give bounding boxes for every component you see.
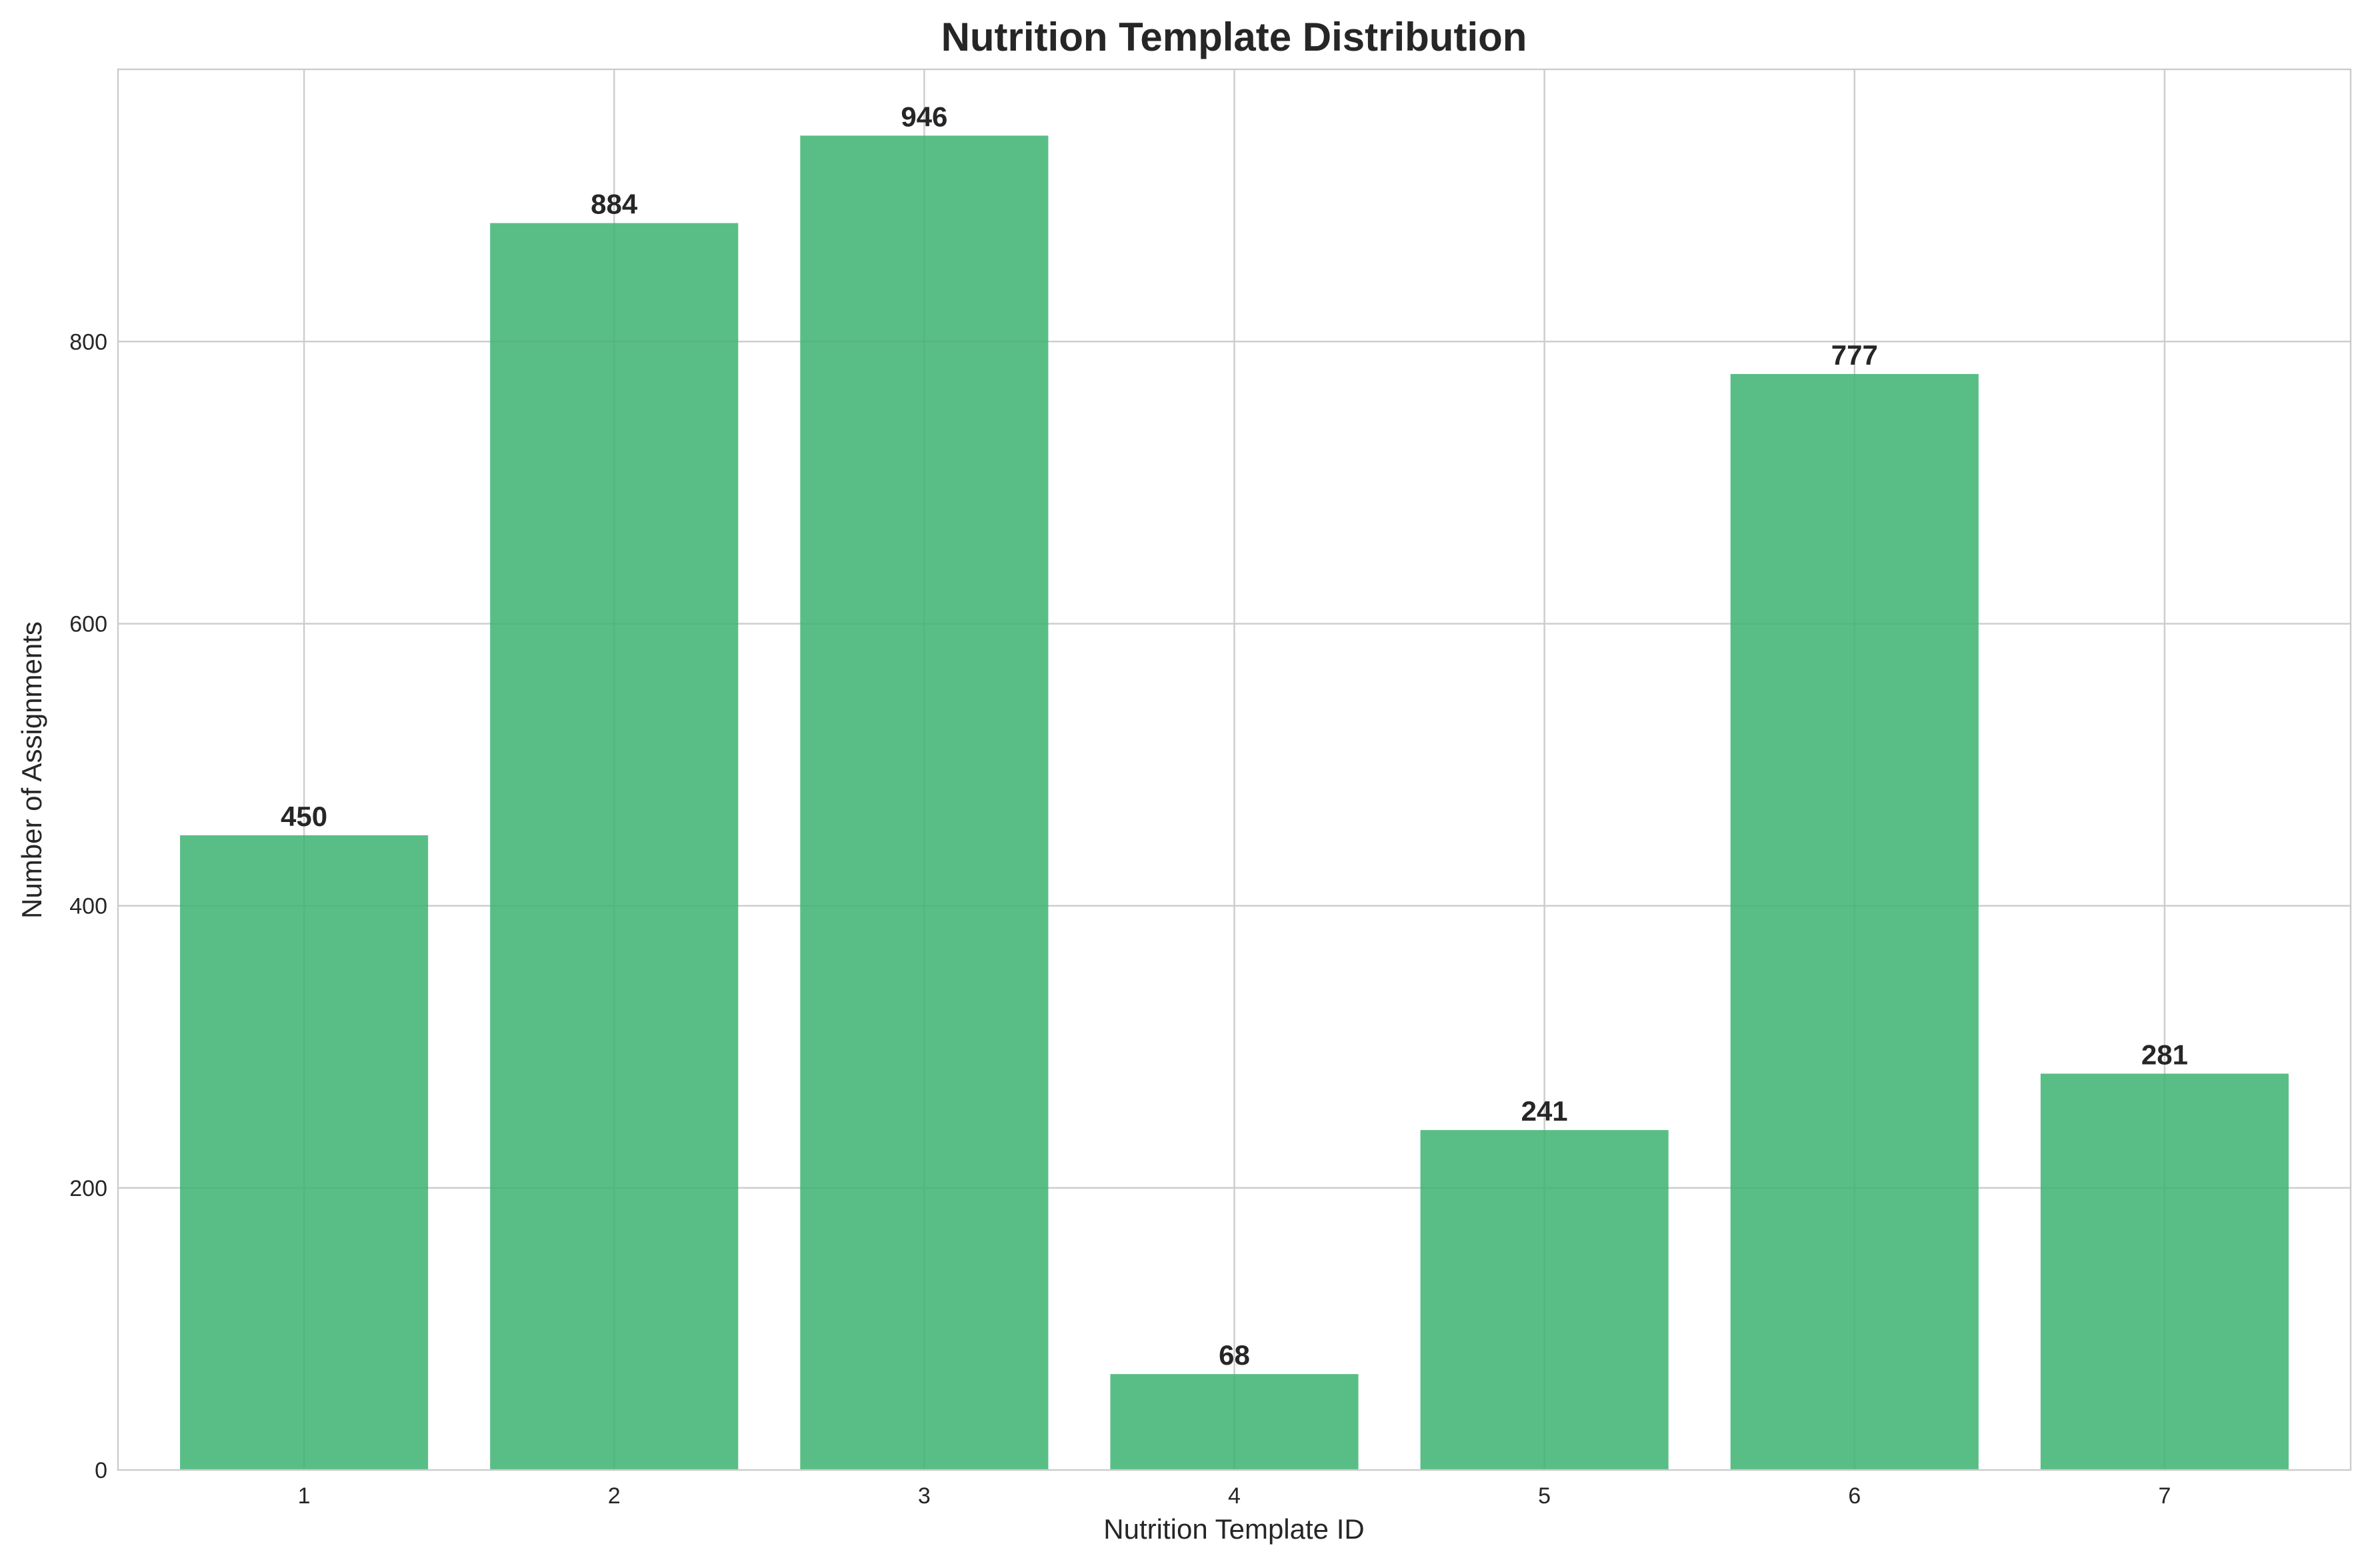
tick-label-layer: 0 200 400 600 800 1 2 3 4 5 6 7: [69, 329, 2171, 1509]
bar-value-label: 777: [1831, 339, 1878, 371]
y-tick-label: 600: [69, 612, 107, 637]
bar-value-label: 946: [901, 101, 947, 132]
y-tick-label: 0: [95, 1458, 107, 1483]
bar-value-label: 68: [1219, 1339, 1250, 1371]
x-tick-label: 1: [298, 1483, 311, 1509]
bar: [1420, 1130, 1669, 1470]
x-tick-label: 5: [1538, 1483, 1551, 1509]
x-tick-label: 2: [608, 1483, 621, 1509]
bar-layer: [180, 135, 2289, 1471]
x-tick-label: 3: [918, 1483, 931, 1509]
chart-title: Nutrition Template Distribution: [941, 15, 1527, 59]
y-tick-label: 400: [69, 894, 107, 919]
bar: [2040, 1073, 2289, 1470]
x-tick-label: 7: [2158, 1483, 2171, 1509]
bar-value-label: 281: [2141, 1039, 2188, 1070]
bar: [490, 223, 739, 1471]
bar-value-label: 450: [281, 801, 327, 832]
y-tick-label: 200: [69, 1176, 107, 1201]
bar-value-label: 884: [591, 189, 638, 220]
bar: [1110, 1374, 1359, 1470]
data-label-layer: 450 884 946 68 241 777 281: [281, 101, 2188, 1371]
bar: [800, 135, 1049, 1470]
y-axis-label: Number of Assignments: [16, 621, 47, 919]
grid-layer: [118, 69, 2351, 1470]
plot-frame: [117, 68, 2352, 1471]
x-axis-label: Nutrition Template ID: [1103, 1513, 1364, 1545]
bar: [180, 835, 429, 1470]
y-tick-label: 800: [69, 329, 107, 355]
bar-value-label: 241: [1521, 1095, 1568, 1127]
x-tick-label: 6: [1848, 1483, 1861, 1509]
bar: [1730, 374, 1979, 1470]
x-tick-label: 4: [1228, 1483, 1241, 1509]
